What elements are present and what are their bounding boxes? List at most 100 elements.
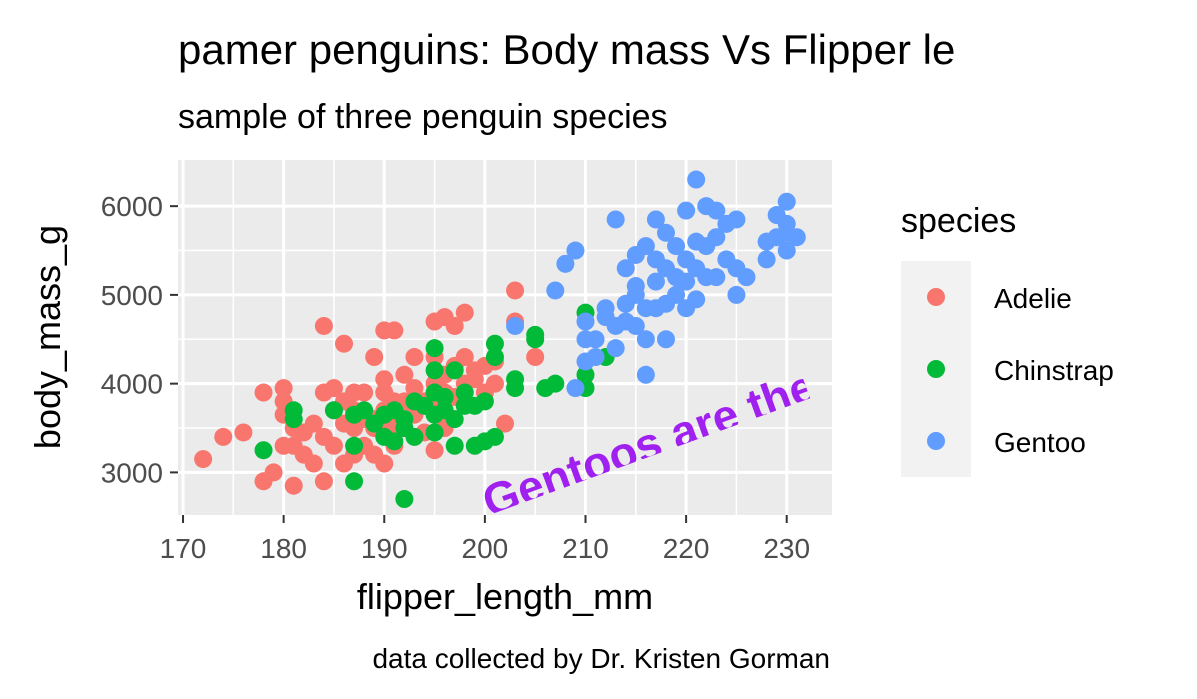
data-point-chinstrap bbox=[445, 436, 464, 455]
y-tick-label: 5000 bbox=[101, 280, 163, 311]
data-point-chinstrap bbox=[546, 374, 565, 393]
chart-subtitle: sample of three penguin species bbox=[178, 98, 668, 136]
data-point-chinstrap bbox=[395, 490, 414, 509]
data-point-adelie bbox=[324, 436, 343, 455]
legend-marker-gentoo bbox=[927, 432, 945, 450]
legend-label: Adelie bbox=[994, 283, 1072, 314]
data-point-gentoo bbox=[636, 365, 655, 384]
data-point-gentoo bbox=[777, 241, 796, 260]
y-axis-label: body_mass_g bbox=[27, 225, 68, 449]
data-point-adelie bbox=[234, 423, 253, 442]
data-point-adelie bbox=[304, 454, 323, 473]
legend-marker-chinstrap bbox=[927, 360, 945, 378]
data-point-chinstrap bbox=[324, 401, 343, 420]
data-point-chinstrap bbox=[254, 441, 273, 460]
data-point-gentoo bbox=[777, 214, 796, 233]
data-point-gentoo bbox=[576, 312, 595, 331]
data-point-chinstrap bbox=[425, 339, 444, 358]
data-point-gentoo bbox=[646, 272, 665, 291]
y-tick-label: 4000 bbox=[101, 369, 163, 400]
legend-marker-adelie bbox=[927, 288, 945, 306]
data-point-gentoo bbox=[757, 250, 776, 269]
data-point-gentoo bbox=[727, 210, 746, 229]
data-point-adelie bbox=[395, 365, 414, 384]
data-point-chinstrap bbox=[485, 427, 504, 446]
x-tick-label: 180 bbox=[260, 533, 307, 564]
data-point-adelie bbox=[264, 463, 283, 482]
y-axis: 3000 4000 5000 6000 bbox=[101, 191, 178, 488]
data-point-adelie bbox=[194, 450, 213, 469]
data-point-adelie bbox=[485, 374, 504, 393]
data-point-gentoo bbox=[626, 285, 645, 304]
legend: species Adelie Chinstrap Gentoo bbox=[901, 202, 1114, 477]
x-tick-label: 190 bbox=[361, 533, 408, 564]
data-point-gentoo bbox=[667, 285, 686, 304]
data-point-chinstrap bbox=[405, 427, 424, 446]
chart-caption: data collected by Dr. Kristen Gorman bbox=[372, 643, 830, 674]
chart-title: pamer penguins: Body mass Vs Flipper le bbox=[178, 26, 955, 73]
data-point-gentoo bbox=[566, 379, 585, 398]
data-point-gentoo bbox=[606, 339, 625, 358]
data-point-adelie bbox=[304, 414, 323, 433]
x-tick-label: 210 bbox=[562, 533, 609, 564]
data-point-adelie bbox=[335, 334, 354, 353]
data-point-adelie bbox=[526, 348, 545, 367]
data-point-gentoo bbox=[566, 241, 585, 260]
data-point-chinstrap bbox=[435, 387, 454, 406]
data-point-chinstrap bbox=[485, 334, 504, 353]
legend-title: species bbox=[901, 202, 1016, 240]
data-point-adelie bbox=[355, 383, 374, 402]
data-point-gentoo bbox=[636, 237, 655, 256]
y-tick-label: 3000 bbox=[101, 457, 163, 488]
data-point-adelie bbox=[274, 379, 293, 398]
data-point-gentoo bbox=[707, 268, 726, 287]
data-point-gentoo bbox=[546, 281, 565, 300]
data-point-chinstrap bbox=[576, 365, 595, 384]
legend-label: Chinstrap bbox=[994, 355, 1114, 386]
data-point-chinstrap bbox=[445, 410, 464, 429]
data-point-chinstrap bbox=[385, 432, 404, 451]
data-point-gentoo bbox=[777, 192, 796, 211]
legend-items: Adelie Chinstrap Gentoo bbox=[901, 261, 1114, 477]
data-point-gentoo bbox=[626, 316, 645, 335]
data-point-gentoo bbox=[787, 228, 806, 247]
data-point-chinstrap bbox=[284, 410, 303, 429]
data-point-adelie bbox=[405, 348, 424, 367]
data-point-chinstrap bbox=[506, 379, 525, 398]
data-point-chinstrap bbox=[455, 383, 474, 402]
x-tick-label: 200 bbox=[462, 533, 509, 564]
x-axis-label: flipper_length_mm bbox=[357, 576, 653, 617]
x-tick-label: 230 bbox=[763, 533, 810, 564]
data-point-gentoo bbox=[737, 268, 756, 287]
data-point-gentoo bbox=[707, 228, 726, 247]
data-point-adelie bbox=[365, 348, 384, 367]
data-point-gentoo bbox=[586, 330, 605, 349]
data-point-adelie bbox=[445, 316, 464, 335]
data-point-chinstrap bbox=[345, 436, 364, 455]
data-point-gentoo bbox=[687, 290, 706, 309]
data-point-chinstrap bbox=[485, 348, 504, 367]
data-point-chinstrap bbox=[425, 423, 444, 442]
data-point-gentoo bbox=[616, 259, 635, 278]
x-axis: 170 180 190 200 210 220 230 bbox=[160, 515, 810, 564]
data-point-gentoo bbox=[506, 316, 525, 335]
data-point-adelie bbox=[506, 281, 525, 300]
data-point-gentoo bbox=[707, 201, 726, 220]
data-point-adelie bbox=[405, 379, 424, 398]
data-point-gentoo bbox=[636, 330, 655, 349]
data-point-adelie bbox=[284, 476, 303, 495]
data-point-chinstrap bbox=[345, 472, 364, 491]
data-point-adelie bbox=[385, 321, 404, 340]
data-point-gentoo bbox=[677, 201, 696, 220]
data-point-gentoo bbox=[586, 348, 605, 367]
data-point-gentoo bbox=[606, 210, 625, 229]
data-point-adelie bbox=[425, 441, 444, 460]
data-point-gentoo bbox=[646, 210, 665, 229]
data-point-chinstrap bbox=[425, 361, 444, 380]
data-point-adelie bbox=[314, 316, 333, 335]
data-point-gentoo bbox=[656, 330, 675, 349]
data-point-gentoo bbox=[727, 285, 746, 304]
points-layer bbox=[194, 170, 806, 509]
data-point-chinstrap bbox=[445, 361, 464, 380]
